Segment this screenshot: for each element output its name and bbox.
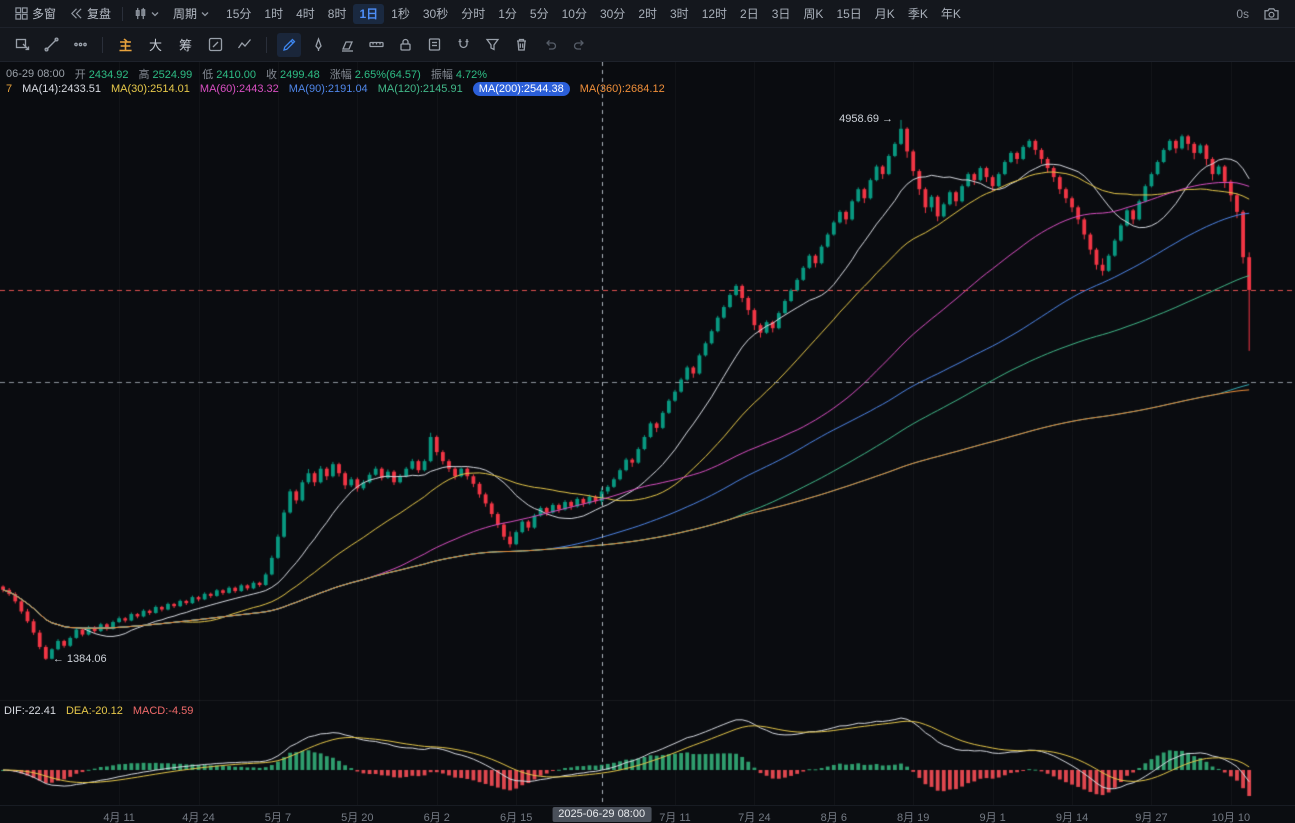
top-toolbar: 多窗 复盘 周期 15分 1时 4时 8时 1日 1秒 30秒 分时 1分 5分 10分 30分 2时 3…	[0, 0, 1295, 28]
candlestick-style-icon	[135, 7, 146, 20]
time-axis: 4月 11 4月 24 5月 7 5月 20 6月 2 6月 15 7月 11 7月 24 8月…	[0, 805, 1295, 823]
axis-label: 8月 19	[897, 812, 930, 823]
filter-tool[interactable]	[480, 33, 504, 57]
timeframe-分时[interactable]: 分时	[461, 6, 486, 21]
axis-label: 5月 20	[341, 812, 374, 823]
axis-label: 6月 15	[499, 812, 533, 823]
axis-label: 10月 10	[1211, 812, 1251, 823]
axis-label: 6月 2	[423, 812, 450, 823]
tab-main-chart[interactable]: 主	[119, 38, 133, 53]
highlighter-tool[interactable]	[335, 33, 359, 57]
kline-edit-button[interactable]	[203, 33, 227, 57]
timeframe-12时[interactable]: 12时	[701, 6, 728, 21]
more-tools-button[interactable]	[68, 33, 92, 57]
timeframe-4时[interactable]: 4时	[296, 6, 315, 21]
axis-label: 8月 6	[820, 812, 847, 823]
timeframe-年K[interactable]: 年K	[940, 6, 961, 21]
timeframe-3日[interactable]: 3日	[771, 6, 791, 21]
timeframe-15日[interactable]: 15日	[836, 6, 862, 21]
chevron-down-icon	[201, 11, 209, 16]
chart-style-dropdown[interactable]	[127, 3, 166, 25]
chart-area: 06-29 08:00 开 2434.92 高 2524.99 低 2410.00 收 2499…	[0, 62, 1295, 823]
magnet-tool[interactable]	[451, 33, 475, 57]
replay-label: 复盘	[87, 7, 112, 21]
tab-big-chart[interactable]: 大	[149, 38, 163, 53]
draw-mode-button[interactable]	[277, 32, 302, 57]
indicator-button[interactable]	[232, 33, 256, 57]
axis-label: 5月 7	[264, 812, 292, 823]
axis-label: 4月 24	[182, 812, 215, 823]
timeframe-月K[interactable]: 月K	[874, 6, 895, 21]
multi-window-icon	[15, 7, 28, 20]
screenshot-button[interactable]	[1259, 2, 1283, 26]
redo-button[interactable]	[567, 33, 591, 57]
timeframe-1时[interactable]: 1时	[264, 6, 284, 21]
timeframe-15分[interactable]: 15分	[226, 6, 252, 21]
trend-line-tool[interactable]	[39, 33, 63, 57]
axis-label: 9月 27	[1135, 812, 1168, 823]
timeframe-30分[interactable]: 30分	[599, 6, 626, 21]
divider	[122, 6, 124, 21]
axis-label: 9月 1	[979, 812, 1006, 823]
timeframe-1日[interactable]: 1日	[353, 3, 385, 24]
period-label: 周期	[173, 7, 198, 21]
timeframe-10分[interactable]: 10分	[561, 6, 587, 21]
period-dropdown[interactable]: 周期	[166, 3, 216, 25]
timeframe-5分[interactable]: 5分	[529, 6, 549, 21]
timeframe-2日[interactable]: 2日	[740, 6, 759, 21]
drawing-toolbar: 主 大 筹	[0, 28, 1295, 62]
select-tool[interactable]	[10, 33, 34, 57]
note-tool[interactable]	[422, 33, 446, 57]
replay-icon	[71, 8, 82, 19]
axis-label: 7月 24	[738, 812, 771, 823]
chevron-down-icon	[151, 11, 159, 16]
delete-drawings-button[interactable]	[509, 33, 533, 57]
candlestick-chart-canvas[interactable]	[0, 62, 1295, 805]
divider	[102, 36, 103, 53]
timeframe-3时[interactable]: 3时	[670, 6, 689, 21]
measure-tool[interactable]	[364, 33, 388, 57]
timeframe-8时[interactable]: 8时	[327, 6, 347, 21]
multi-window-button[interactable]: 多窗	[8, 3, 63, 25]
axis-label: 7月 11	[659, 812, 691, 823]
replay-button[interactable]: 复盘	[63, 3, 118, 25]
timeframe-1分[interactable]: 1分	[498, 6, 517, 21]
pen-tool[interactable]	[306, 33, 330, 57]
timeframe-2时[interactable]: 2时	[638, 6, 657, 21]
divider	[266, 36, 268, 53]
timeframe-季K[interactable]: 季K	[907, 6, 928, 21]
timeframe-1秒[interactable]: 1秒	[391, 6, 410, 21]
crosshair-date-chip: 2025-06-29 08:00	[552, 807, 652, 822]
timeframe-周K[interactable]: 周K	[803, 6, 824, 21]
axis-label: 9月 14	[1055, 812, 1089, 823]
undo-button[interactable]	[538, 33, 562, 57]
lock-tool[interactable]	[393, 33, 417, 57]
axis-label: 4月 11	[103, 812, 135, 823]
timeframe-30秒[interactable]: 30秒	[422, 6, 449, 21]
timeframe-bar: 15分 1时 4时 8时 1日 1秒 30秒 分时 1分 5分 10分 30分 2时 3时 12时 2日 3日周…	[220, 3, 967, 24]
multi-window-label: 多窗	[32, 7, 57, 21]
camera-icon	[1263, 8, 1279, 20]
countdown-timer: 0s	[1236, 6, 1249, 21]
tab-chip-distribution[interactable]: 筹	[179, 38, 193, 53]
